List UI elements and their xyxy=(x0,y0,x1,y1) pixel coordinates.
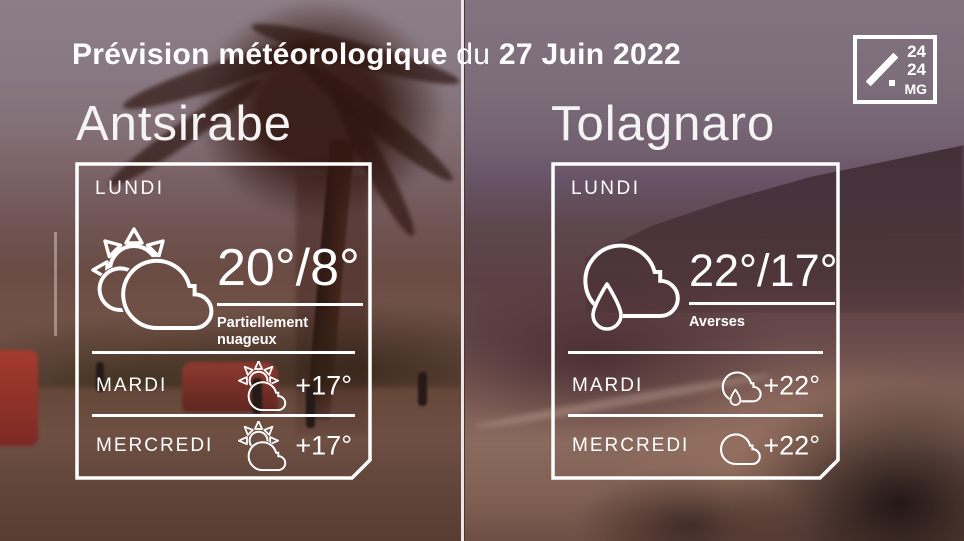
forecast-temp: +17° xyxy=(295,430,352,461)
forecast-temp: +22° xyxy=(763,370,820,401)
today-forecast: 20°/8° Partiellement nuageux xyxy=(87,218,363,358)
city-name-antsirabe: Antsirabe xyxy=(76,97,293,151)
partly-cloudy-icon xyxy=(238,361,287,411)
temperature-block: 20°/8° Partiellement nuageux xyxy=(217,242,363,349)
separator-line xyxy=(568,351,823,354)
temp-underline xyxy=(217,303,363,306)
red-rickshaw xyxy=(0,350,38,446)
cloud-drizzle-icon xyxy=(721,371,762,406)
forecast-row-mardi: MARDI +22° xyxy=(569,360,822,412)
forecast-row-mercredi: MERCREDI xyxy=(93,420,354,472)
today-forecast: 22°/17° Averses xyxy=(563,218,838,358)
page-title: Prévision météorologique du 27 Juin 2022 xyxy=(72,38,681,72)
day-label: LUNDI xyxy=(95,178,165,199)
tolagnaro-beach-photo xyxy=(465,0,964,541)
vegetation xyxy=(724,381,964,541)
separator-line xyxy=(92,351,355,354)
red-vehicle xyxy=(182,362,278,412)
pedestrian xyxy=(252,378,262,414)
card-outline xyxy=(75,162,372,480)
forecast-temp: +17° xyxy=(295,370,352,401)
day-label: LUNDI xyxy=(571,178,641,199)
weather-card-antsirabe: LUNDI xyxy=(75,162,372,480)
logo-24-top: 24 xyxy=(907,42,926,61)
pedestrian xyxy=(418,372,427,406)
temps-value: 22°/17° xyxy=(689,245,838,296)
temp-underline xyxy=(689,302,835,305)
card-outline xyxy=(551,162,840,480)
forecast-day-label: MARDI xyxy=(96,375,168,396)
temperature-block: 22°/17° Averses xyxy=(689,248,838,331)
condition-label: Averses xyxy=(689,314,745,330)
forecast-row-mercredi: MERCREDI +22° xyxy=(569,420,822,472)
logo-dot xyxy=(889,80,895,86)
forecast-row-mardi: MARDI xyxy=(93,360,354,412)
partly-cloudy-icon xyxy=(238,421,287,471)
logo-24-24-mg: 24 24 MG xyxy=(853,35,937,104)
separator-line xyxy=(568,414,823,417)
forecast-day-label: MARDI xyxy=(572,375,644,396)
pedestrian xyxy=(306,386,315,428)
cloud-icon xyxy=(720,433,761,466)
separator-line xyxy=(92,414,355,417)
forecast-day-label: MERCREDI xyxy=(96,435,214,456)
logo-24-bottom: 24 xyxy=(907,60,926,79)
temps-value: 20°/8° xyxy=(217,239,360,297)
vertical-divider-line xyxy=(461,0,464,541)
pedestrian xyxy=(96,362,104,392)
city-name-tolagnaro: Tolagnaro xyxy=(551,97,776,151)
cloud-rain-icon xyxy=(583,243,680,331)
sun-behind-cloud-icon xyxy=(91,227,214,330)
weather-card-tolagnaro: LUNDI 22°/17° Averses xyxy=(551,162,840,480)
condition-label: Partiellement nuageux xyxy=(217,315,309,349)
logo-mg: MG xyxy=(904,81,927,97)
title-connector: du xyxy=(456,38,491,71)
forecast-day-label: MERCREDI xyxy=(572,435,690,456)
forecast-temp: +22° xyxy=(763,430,820,461)
title-bold: Prévision météorologique xyxy=(72,38,448,71)
title-date: 27 Juin 2022 xyxy=(498,38,681,71)
street-lamp xyxy=(54,232,57,336)
